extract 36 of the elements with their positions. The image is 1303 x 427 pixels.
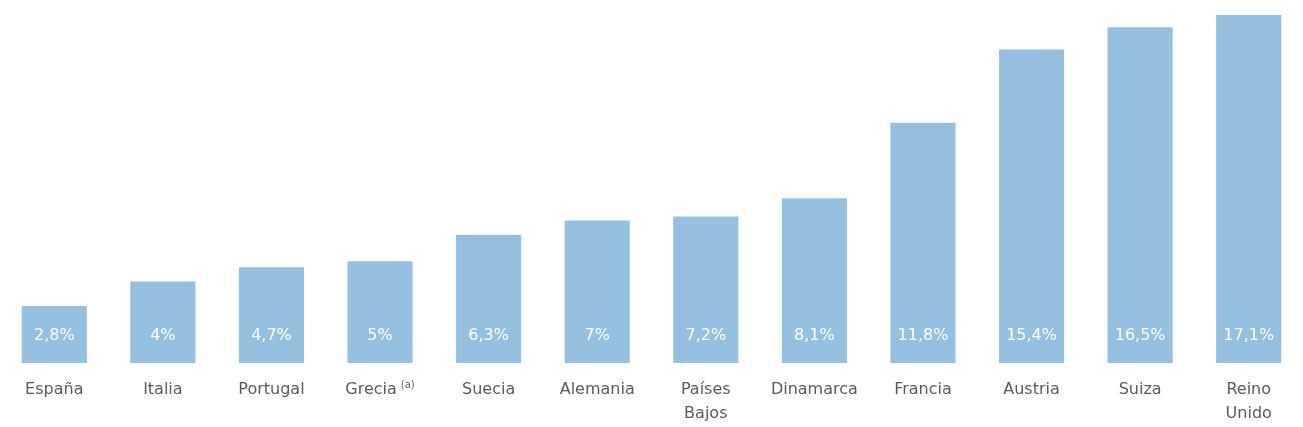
data-label: 16,5% bbox=[1114, 325, 1166, 345]
data-label: 5% bbox=[367, 325, 393, 345]
bar bbox=[673, 216, 739, 363]
data-label: 7% bbox=[584, 325, 610, 345]
bar bbox=[781, 198, 847, 363]
bar bbox=[456, 234, 522, 363]
data-label: 7,2% bbox=[685, 325, 727, 345]
x-tick-label: Países Bajos bbox=[680, 379, 731, 422]
x-tick-label: Grecia (a) bbox=[345, 379, 415, 398]
bar bbox=[238, 267, 305, 363]
x-tick-label: Austria bbox=[1003, 379, 1060, 398]
bar bbox=[564, 220, 630, 363]
data-label: 6,3% bbox=[468, 325, 509, 345]
x-tick-label: Francia bbox=[894, 379, 952, 398]
x-tick-label: Italia bbox=[143, 379, 183, 398]
data-label: 8,1% bbox=[794, 325, 835, 345]
x-tick-label: España bbox=[25, 379, 84, 398]
bar bbox=[347, 261, 413, 363]
data-label: 17,1% bbox=[1223, 325, 1275, 345]
bar bbox=[890, 122, 956, 363]
x-tick-label: Reino Unido bbox=[1225, 379, 1272, 422]
bar bbox=[998, 49, 1065, 363]
data-label: 15,4% bbox=[1006, 325, 1057, 345]
x-tick-label: Suiza bbox=[1118, 379, 1162, 398]
bar bbox=[1107, 27, 1173, 363]
x-tick-label: Dinamarca bbox=[770, 379, 858, 398]
x-tick-label: Suecia bbox=[462, 379, 516, 398]
data-label: 4,7% bbox=[251, 325, 292, 345]
bar bbox=[21, 306, 87, 363]
data-label: 4% bbox=[150, 325, 176, 345]
data-label: 11,8% bbox=[897, 325, 949, 345]
bar bbox=[130, 281, 196, 363]
x-tick-label: Alemania bbox=[559, 379, 635, 398]
bar bbox=[1216, 15, 1282, 363]
data-label: 2,8% bbox=[33, 325, 75, 345]
x-tick-label: Portugal bbox=[238, 379, 305, 398]
